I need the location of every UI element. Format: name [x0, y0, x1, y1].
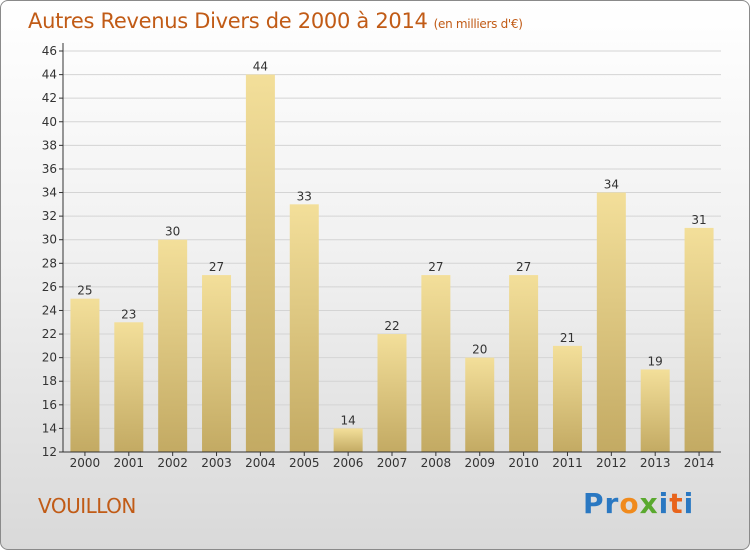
- bar-value-label: 31: [691, 213, 706, 227]
- logo-letter: P: [583, 487, 605, 520]
- bar-value-label: 14: [340, 413, 355, 427]
- x-tick-label: 2009: [464, 456, 495, 470]
- chart-unit-label: (en milliers d'€): [433, 17, 523, 31]
- logo-letter: i: [658, 487, 670, 520]
- y-tick-label: 42: [42, 91, 57, 105]
- y-tick-label: 36: [42, 162, 57, 176]
- bar-value-label: 27: [209, 260, 224, 274]
- bar-2005: [289, 204, 319, 452]
- bar-value-label: 19: [648, 354, 663, 368]
- y-tick-label: 24: [42, 303, 57, 317]
- bar-2002: [158, 239, 188, 452]
- axis-layer: [59, 43, 721, 456]
- y-tick-label: 30: [42, 233, 57, 247]
- logo-letter: r: [604, 487, 620, 520]
- y-tick-label: 46: [42, 44, 57, 58]
- proxiti-logo[interactable]: Proxiti: [583, 487, 694, 520]
- y-tick-label: 34: [42, 186, 57, 200]
- y-tick-label: 22: [42, 327, 57, 341]
- bar-2003: [202, 275, 232, 452]
- y-tick-label: 32: [42, 209, 57, 223]
- bar-2000: [70, 298, 100, 452]
- x-tick-label: 2002: [157, 456, 188, 470]
- labels-layer: 12 14 16 18 20 22 24 26 28 30 32 34 36 38 40 42 44 46 25 20…: [42, 44, 715, 470]
- bar-2009: [465, 357, 495, 452]
- bar-2013: [640, 369, 670, 452]
- bar-value-label: 21: [560, 331, 575, 345]
- x-tick-label: 2006: [333, 456, 364, 470]
- logo-letter: o: [619, 487, 640, 520]
- bar-2001: [114, 322, 144, 452]
- bar-2014: [684, 227, 714, 452]
- y-tick-label: 44: [42, 68, 57, 82]
- bar-value-label: 25: [77, 284, 92, 298]
- y-tick-label: 28: [42, 256, 57, 270]
- logo-letter: i: [683, 487, 695, 520]
- bar-value-label: 22: [384, 319, 399, 333]
- bar-2011: [552, 345, 582, 452]
- y-tick-label: 40: [42, 115, 57, 129]
- x-tick-label: 2000: [70, 456, 101, 470]
- bar-2007: [377, 334, 407, 452]
- bar-value-label: 23: [121, 307, 136, 321]
- bar-value-label: 44: [253, 60, 268, 74]
- chart-title-text: Autres Revenus Divers de 2000 à 2014: [28, 9, 428, 33]
- bar-value-label: 30: [165, 225, 180, 239]
- bar-value-label: 34: [604, 178, 619, 192]
- y-tick-label: 14: [42, 421, 57, 435]
- y-tick-label: 12: [42, 445, 57, 459]
- bars-layer: [70, 74, 714, 453]
- x-tick-label: 2010: [508, 456, 539, 470]
- x-tick-label: 2007: [377, 456, 408, 470]
- bar-2004: [245, 74, 275, 453]
- bar-2010: [509, 275, 539, 452]
- logo-letter: t: [669, 487, 684, 520]
- bar-value-label: 27: [428, 260, 443, 274]
- x-tick-label: 2008: [421, 456, 452, 470]
- bar-2008: [421, 275, 451, 452]
- y-tick-label: 26: [42, 280, 57, 294]
- y-tick-label: 20: [42, 351, 57, 365]
- x-tick-label: 2014: [684, 456, 715, 470]
- x-tick-label: 2004: [245, 456, 276, 470]
- bar-value-label: 20: [472, 343, 487, 357]
- bar-2012: [596, 192, 626, 452]
- logo-letter: x: [639, 487, 659, 520]
- commune-name: VOUILLON: [38, 494, 136, 518]
- x-tick-label: 2011: [552, 456, 583, 470]
- bar-value-label: 33: [297, 189, 312, 203]
- x-tick-label: 2013: [640, 456, 671, 470]
- x-tick-label: 2003: [201, 456, 232, 470]
- x-tick-label: 2005: [289, 456, 320, 470]
- y-tick-label: 18: [42, 374, 57, 388]
- bar-2006: [333, 428, 363, 452]
- bar-value-label: 27: [516, 260, 531, 274]
- y-tick-label: 38: [42, 138, 57, 152]
- chart-title: Autres Revenus Divers de 2000 à 2014 (en …: [28, 9, 523, 33]
- y-tick-label: 16: [42, 398, 57, 412]
- x-tick-label: 2012: [596, 456, 627, 470]
- x-tick-label: 2001: [114, 456, 145, 470]
